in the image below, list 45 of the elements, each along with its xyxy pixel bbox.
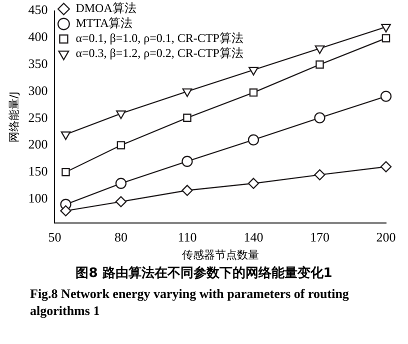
- x-tick-label: 110: [178, 229, 197, 244]
- y-tick-label: 200: [28, 136, 48, 152]
- legend-label: DMOA算法: [76, 1, 136, 16]
- point: [380, 161, 392, 172]
- point: [116, 141, 126, 150]
- point: [115, 196, 127, 208]
- text: 图8 路由算法在不同参数下的网络能量变化1: [74, 264, 334, 282]
- y-axis-title: 网络能量/J: [7, 92, 20, 142]
- point: [60, 205, 72, 216]
- x-tick-label: 50: [48, 229, 62, 244]
- x-tick-label: 140: [244, 229, 264, 244]
- point: [314, 169, 326, 180]
- legend-label: MTTA算法: [76, 16, 133, 30]
- y-tick-label: 250: [28, 110, 48, 125]
- caption: Fig.8 Network energy varying with parameters of routing algorithms 1: [29, 285, 350, 319]
- y-tick-label: 400: [28, 29, 48, 44]
- y-tick-label: 300: [28, 82, 48, 98]
- legend-label: α=0.3, β=1.2, ρ=0.2, CR-CTP算法: [76, 46, 244, 60]
- point: [248, 66, 258, 76]
- point: [248, 178, 260, 190]
- x-axis-title: 传感器节点数量: [182, 248, 259, 262]
- y-tick-label: 450: [28, 2, 48, 18]
- y-tick-label: 350: [28, 56, 48, 71]
- point: [316, 60, 324, 69]
- point: [60, 131, 71, 140]
- point: [249, 88, 258, 97]
- legend-label: α=0.1, β=1.0, ρ=0.1, CR-CTP算法: [76, 31, 244, 46]
- point: [182, 156, 193, 167]
- y-tick-label: 100: [28, 190, 48, 206]
- point: [183, 114, 192, 122]
- point: [116, 110, 126, 120]
- point: [62, 168, 70, 176]
- x-tick-label: 200: [376, 229, 396, 244]
- point: [248, 134, 260, 146]
- point: [182, 88, 192, 98]
- point: [182, 184, 193, 196]
- point: [382, 34, 390, 42]
- point: [115, 178, 127, 190]
- point: [314, 112, 326, 124]
- point: [380, 90, 392, 102]
- x-tick-label: 170: [310, 229, 330, 244]
- point: [314, 45, 325, 54]
- y-tick-label: 150: [28, 164, 48, 179]
- point: [381, 24, 391, 33]
- x-tick-label: 80: [114, 229, 128, 244]
